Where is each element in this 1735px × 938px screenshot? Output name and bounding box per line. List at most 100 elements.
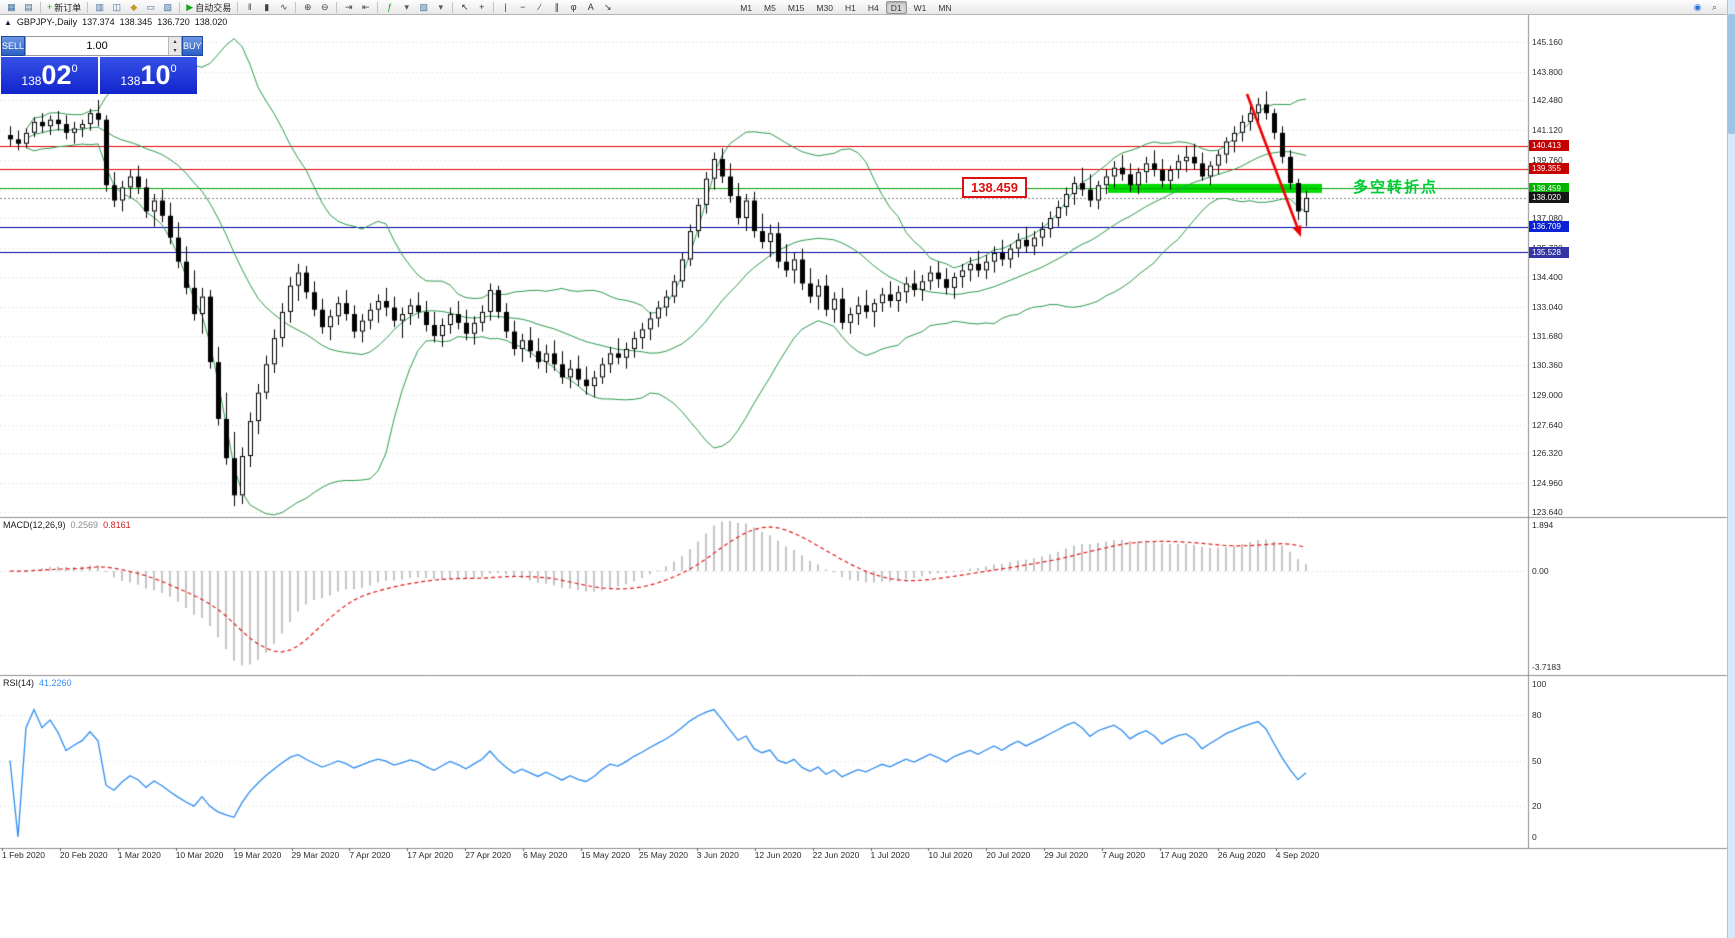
indicators-icon: ƒ (387, 1, 393, 12)
strategy-tester-icon[interactable]: ▧ (159, 1, 176, 14)
buy-quote-button[interactable]: 138 10 0 (100, 57, 197, 94)
volume-field: ▴ ▾ (25, 36, 183, 56)
price-tag[interactable]: 140.413 (1529, 140, 1569, 152)
templates-icon: ▨ (419, 1, 428, 12)
volume-input[interactable] (26, 37, 169, 55)
market-watch-icon: ▥ (95, 1, 105, 12)
arrows-icon: ↘ (603, 1, 612, 12)
bar-chart-icon[interactable]: ‖ (241, 1, 258, 14)
candlestick-chart-icon: ▮ (264, 1, 270, 12)
text-icon: A (587, 1, 594, 12)
volume-up-button[interactable]: ▴ (169, 37, 182, 46)
timeframe-d1[interactable]: D1 (885, 0, 907, 14)
channel-icon[interactable]: ∥ (548, 1, 565, 14)
new-order-button: + (47, 1, 53, 12)
price-tag[interactable]: 135.528 (1529, 246, 1569, 258)
terminal-icon[interactable]: ▭ (142, 1, 159, 14)
rsi-label: RSI(14) (3, 678, 35, 688)
ohlc-close: 138.020 (194, 17, 228, 27)
strategy-tester-icon: ▧ (163, 1, 173, 12)
templates-icon[interactable]: ▨ (415, 1, 432, 14)
new-order-button-label: 新订单 (54, 2, 82, 13)
cursor-icon[interactable]: ↖ (456, 1, 473, 14)
search-icon[interactable]: ⌕ (1711, 2, 1718, 12)
auto-trading-button-label: 自动交易 (195, 2, 232, 13)
chart-profiles-icon[interactable]: ▤ (20, 1, 37, 14)
timeframe-mn[interactable]: MN (938, 2, 952, 13)
scrollbar-thumb[interactable] (1728, 14, 1735, 134)
crosshair-icon: + (479, 1, 485, 12)
line-chart-icon[interactable]: ∿ (275, 1, 292, 14)
indicators-dropdown-icon[interactable]: ▾ (398, 1, 415, 14)
arrows-icon[interactable]: ↘ (599, 1, 616, 14)
ohlc-open: 137.374 (82, 17, 115, 27)
channel-icon: ∥ (554, 1, 559, 12)
toolbar-separator (336, 1, 338, 13)
price-tag[interactable]: 136.709 (1529, 221, 1569, 233)
toolbar-separator (237, 1, 239, 13)
buy-price-point: 0 (170, 62, 177, 75)
zoom-in-icon[interactable]: ⊕ (299, 1, 316, 14)
templates-dropdown-icon[interactable]: ▾ (432, 1, 449, 14)
indicators-icon[interactable]: ƒ (381, 1, 398, 14)
timeframe-m1[interactable]: M1 (740, 2, 753, 13)
vertical-line-icon[interactable]: | (497, 1, 514, 14)
auto-scroll-icon[interactable]: ⇥ (340, 1, 357, 14)
price-callout-label[interactable]: 138.459 (962, 177, 1027, 198)
chart-shift-icon[interactable]: ⇤ (357, 1, 374, 14)
timeframe-m30[interactable]: M30 (816, 2, 833, 13)
terminal-icon: ▭ (146, 1, 156, 12)
horizontal-line-icon[interactable]: − (514, 1, 531, 14)
market-watch-icon[interactable]: ▥ (91, 1, 108, 14)
toolbar-separator (377, 1, 379, 13)
zoom-out-icon[interactable]: ⊖ (316, 1, 333, 14)
auto-trading-button[interactable]: ▶ 自动交易 (183, 1, 234, 14)
data-window-icon: ◫ (112, 1, 122, 12)
horizontal-line-icon: − (520, 1, 526, 12)
chart-ohlc-header: ▲ GBPJPY-,Daily 137.374 138.345 136.720 … (4, 17, 227, 27)
trendline-icon[interactable]: ∕ (531, 1, 548, 14)
data-window-icon[interactable]: ◫ (108, 1, 125, 14)
macd-value-signal: 0.8161 (103, 520, 131, 530)
rsi-value: 41.2260 (39, 678, 72, 688)
timeframe-h1[interactable]: H1 (844, 2, 856, 13)
new-chart-icon[interactable]: ▦ (3, 1, 20, 14)
vertical-line-icon: | (504, 1, 507, 12)
ohlc-high: 138.345 (119, 17, 153, 27)
chart-profiles-icon: ▤ (24, 1, 33, 12)
price-tag[interactable]: 138.459 (1529, 182, 1569, 194)
candlestick-chart-icon[interactable]: ▮ (258, 1, 275, 14)
timeframe-m5[interactable]: M5 (764, 2, 776, 13)
toolbar-separator (87, 1, 89, 13)
sell-button[interactable]: SELL (1, 36, 26, 56)
new-order-button[interactable]: + 新订单 (44, 1, 84, 14)
fibonacci-icon[interactable]: φ (565, 1, 582, 14)
toolbar-separator (295, 1, 297, 13)
macd-header: MACD(12,26,9) 0.2569 0.8161 (3, 520, 131, 530)
sell-quote-button[interactable]: 138 02 0 (1, 57, 98, 94)
vertical-scrollbar[interactable] (1727, 0, 1735, 938)
price-tag[interactable]: 139.355 (1529, 163, 1569, 175)
ohlc-low: 136.720 (157, 17, 190, 27)
one-click-trading-panel: SELL ▴ ▾ BUY 138 02 0 138 10 0 (1, 36, 203, 94)
sell-price-integer: 138 (21, 73, 42, 88)
navigator-icon[interactable]: ◆ (125, 1, 142, 14)
macd-label: MACD(12,26,9) (3, 520, 66, 530)
buy-button[interactable]: BUY (182, 36, 203, 56)
auto-scroll-icon: ⇥ (344, 1, 353, 12)
one-click-toggle-icon[interactable]: ▲ (4, 17, 12, 27)
text-icon[interactable]: A (582, 1, 599, 14)
timeframe-m15[interactable]: M15 (787, 2, 805, 13)
community-icon[interactable]: ◉ (1693, 2, 1702, 12)
volume-down-button[interactable]: ▾ (169, 46, 182, 55)
timeframe-w1[interactable]: W1 (913, 2, 927, 13)
timeframe-h4[interactable]: H4 (867, 2, 879, 13)
crosshair-icon[interactable]: + (473, 1, 490, 14)
turning-point-annotation[interactable]: 多空转折点 (1353, 179, 1439, 196)
buy-price-pips: 10 (140, 60, 171, 90)
indicators-dropdown-icon: ▾ (404, 1, 409, 12)
current-price-tag: 138.020 (1529, 192, 1569, 204)
chart-shift-icon: ⇤ (361, 1, 370, 12)
